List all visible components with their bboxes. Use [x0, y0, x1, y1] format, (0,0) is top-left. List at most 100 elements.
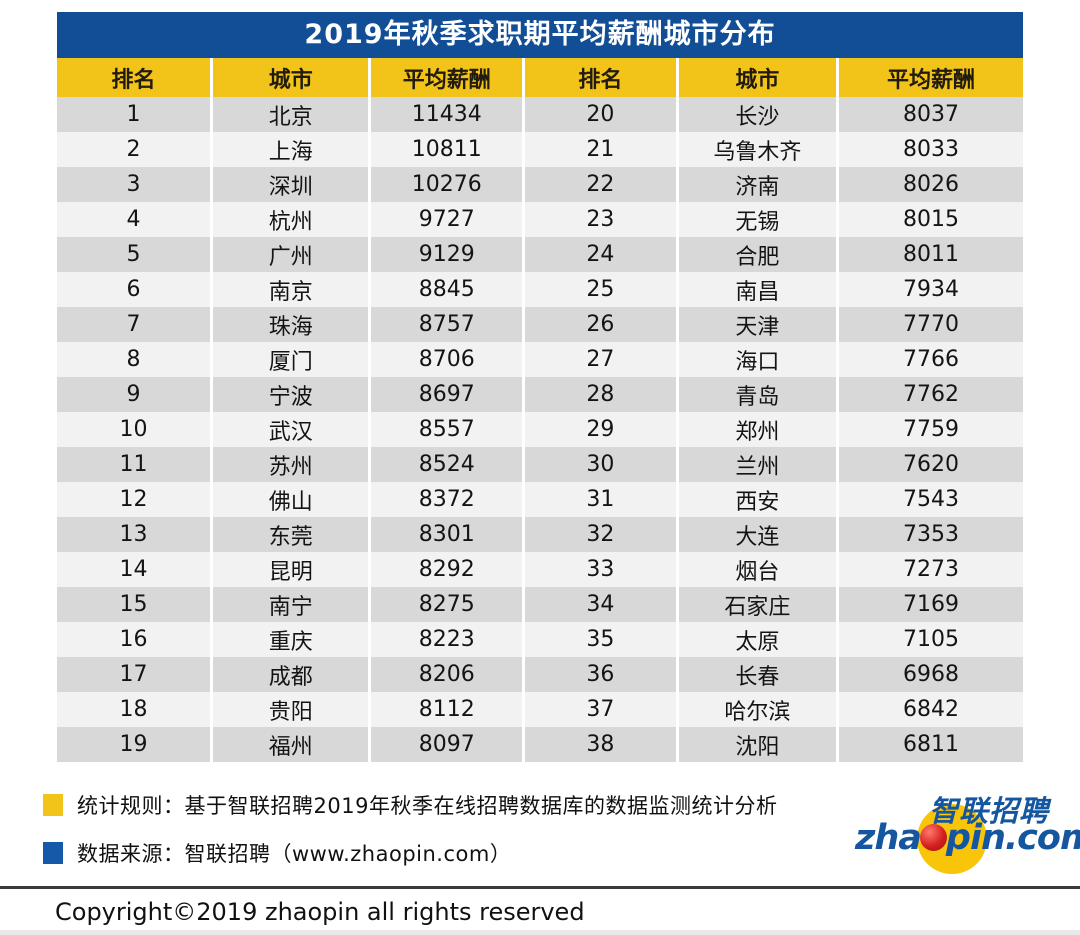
table-cell: 9 [57, 377, 212, 412]
table-cell: 南昌 [675, 272, 838, 307]
table-cell: 6968 [836, 657, 1023, 692]
table-cell: 6 [57, 272, 212, 307]
table-cell: 8206 [368, 657, 524, 692]
column-header: 城市 [210, 58, 370, 97]
table-cell: 35 [522, 622, 678, 657]
table-cell: 8301 [368, 517, 524, 552]
yellow-square-bullet-icon [43, 794, 63, 816]
footnotes: 统计规则：基于智联招聘2019年秋季在线招聘数据库的数据监测统计分析 数据来源：… [43, 792, 777, 888]
table-cell: 7762 [836, 377, 1023, 412]
table-cell: 广州 [210, 237, 370, 272]
table-cell: 8011 [836, 237, 1023, 272]
bottom-edge-strip [0, 930, 1080, 935]
column-header: 城市 [675, 58, 838, 97]
table-cell: 15 [57, 587, 212, 622]
table-cell: 34 [522, 587, 678, 622]
table-cell: 6811 [836, 727, 1023, 762]
table-cell: 38 [522, 727, 678, 762]
table-cell: 8757 [368, 307, 524, 342]
column-header: 排名 [522, 58, 678, 97]
table-cell: 13 [57, 517, 212, 552]
table-cell: 1 [57, 97, 212, 132]
table-row: 18 贵阳 8112 37 哈尔滨 6842 [57, 692, 1023, 727]
table-cell: 4 [57, 202, 212, 237]
table-row: 13 东莞 8301 32 大连 7353 [57, 517, 1023, 552]
table-cell: 7543 [836, 482, 1023, 517]
table-cell: 11 [57, 447, 212, 482]
table-cell: 17 [57, 657, 212, 692]
table-cell: 8292 [368, 552, 524, 587]
table-cell: 8112 [368, 692, 524, 727]
table-row: 4 杭州 9727 23 无锡 8015 [57, 202, 1023, 237]
table-row: 16 重庆 8223 35 太原 7105 [57, 622, 1023, 657]
table-cell: 无锡 [675, 202, 838, 237]
table-cell: 10811 [368, 132, 524, 167]
table-cell: 18 [57, 692, 212, 727]
blue-square-bullet-icon [43, 842, 63, 864]
table-row: 8 厦门 8706 27 海口 7766 [57, 342, 1023, 377]
table-cell: 海口 [675, 342, 838, 377]
table-cell: 14 [57, 552, 212, 587]
salary-table-panel: 2019年秋季求职期平均薪酬城市分布 排名 城市 平均薪酬 排名 城市 平均薪酬 1 北京 1… [57, 12, 1023, 762]
table-cell: 大连 [675, 517, 838, 552]
table-cell: 烟台 [675, 552, 838, 587]
table-cell: 7934 [836, 272, 1023, 307]
table-cell: 7105 [836, 622, 1023, 657]
table-row: 11 苏州 8524 30 兰州 7620 [57, 447, 1023, 482]
table-cell: 东莞 [210, 517, 370, 552]
table-cell: 22 [522, 167, 678, 202]
copyright-divider [0, 886, 1080, 889]
table-cell: 27 [522, 342, 678, 377]
table-cell: 2 [57, 132, 212, 167]
table-cell: 7759 [836, 412, 1023, 447]
table-row: 9 宁波 8697 28 青岛 7762 [57, 377, 1023, 412]
table-row: 5 广州 9129 24 合肥 8011 [57, 237, 1023, 272]
table-cell: 南宁 [210, 587, 370, 622]
table-cell: 乌鲁木齐 [675, 132, 838, 167]
table-cell: 北京 [210, 97, 370, 132]
table-cell: 30 [522, 447, 678, 482]
table-cell: 哈尔滨 [675, 692, 838, 727]
table-cell: 12 [57, 482, 212, 517]
table-cell: 29 [522, 412, 678, 447]
table-cell: 8845 [368, 272, 524, 307]
table-cell: 31 [522, 482, 678, 517]
table-cell: 珠海 [210, 307, 370, 342]
table-cell: 佛山 [210, 482, 370, 517]
logo-brand-domain: zha pin.com [855, 818, 1080, 858]
logo-red-dot-icon [919, 824, 947, 851]
footnote-text: 数据来源：智联招聘（www.zhaopin.com） [77, 842, 512, 866]
table-cell: 厦门 [210, 342, 370, 377]
table-cell: 天津 [675, 307, 838, 342]
table-row: 14 昆明 8292 33 烟台 7273 [57, 552, 1023, 587]
table-cell: 7766 [836, 342, 1023, 377]
table-cell: 8706 [368, 342, 524, 377]
table-cell: 8 [57, 342, 212, 377]
table-cell: 杭州 [210, 202, 370, 237]
table-row: 10 武汉 8557 29 郑州 7759 [57, 412, 1023, 447]
table-cell: 7353 [836, 517, 1023, 552]
table-cell: 19 [57, 727, 212, 762]
table-cell: 20 [522, 97, 678, 132]
table-cell: 成都 [210, 657, 370, 692]
table-cell: 7169 [836, 587, 1023, 622]
table-cell: 8033 [836, 132, 1023, 167]
table-cell: 8037 [836, 97, 1023, 132]
column-header: 排名 [57, 58, 212, 97]
table-cell: 上海 [210, 132, 370, 167]
table-cell: 33 [522, 552, 678, 587]
table-cell: 10 [57, 412, 212, 447]
table-row: 19 福州 8097 38 沈阳 6811 [57, 727, 1023, 762]
table-cell: 37 [522, 692, 678, 727]
table-cell: 苏州 [210, 447, 370, 482]
table-cell: 8524 [368, 447, 524, 482]
table-cell: 济南 [675, 167, 838, 202]
table-cell: 7273 [836, 552, 1023, 587]
table-cell: 36 [522, 657, 678, 692]
table-cell: 长沙 [675, 97, 838, 132]
table-cell: 7 [57, 307, 212, 342]
table-cell: 8097 [368, 727, 524, 762]
table-row: 3 深圳 10276 22 济南 8026 [57, 167, 1023, 202]
table-cell: 西安 [675, 482, 838, 517]
table-cell: 8372 [368, 482, 524, 517]
